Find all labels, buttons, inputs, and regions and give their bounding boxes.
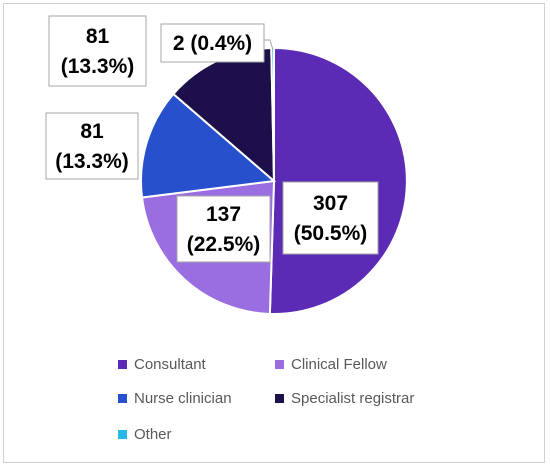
legend-swatch: [118, 430, 127, 439]
data-label-percent: (13.3%): [55, 150, 129, 173]
legend-label: Other: [134, 426, 172, 443]
data-label-value: 81: [86, 25, 110, 48]
pie-slice-nurse-clinician: [140, 92, 277, 199]
legend-swatch: [275, 360, 284, 369]
legend-swatch: [118, 394, 127, 403]
pie-slice-consultant: [268, 46, 408, 315]
data-label-nurse-clinician: 81 (13.3%): [45, 112, 139, 180]
data-label-percent: (13.3%): [61, 55, 135, 78]
legend-label: Clinical Fellow: [291, 356, 387, 373]
data-label-box: [48, 15, 147, 87]
legend-item-specialist-registrar: Specialist registrar: [275, 390, 414, 407]
data-label-value: 307: [313, 192, 348, 215]
legend-swatch: [118, 360, 127, 369]
legend-swatch: [275, 394, 284, 403]
data-label-box: [160, 23, 265, 63]
legend-item-consultant: Consultant: [118, 356, 206, 373]
data-label-other: 2 (0.4%): [160, 23, 265, 63]
data-label-value: 137: [206, 203, 241, 226]
data-label-box: [176, 195, 271, 263]
legend-label: Nurse clinician: [134, 390, 232, 407]
legend-item-other: Other: [118, 426, 172, 443]
legend-label: Specialist registrar: [291, 390, 415, 407]
legend-item-clinical-fellow: Clinical Fellow: [275, 356, 387, 373]
leader-line-other: [262, 39, 274, 51]
legend-label: Consultant: [134, 356, 206, 373]
data-label-specialist-registrar: 81 (13.3%): [48, 15, 147, 87]
data-label-clinical-fellow: 137 (22.5%): [176, 195, 271, 263]
data-label-box: [45, 112, 139, 180]
data-label-value: 81: [80, 120, 104, 143]
data-label-percent: (50.5%): [294, 222, 368, 245]
data-label-value: 2 (0.4%): [173, 32, 252, 55]
data-label-percent: (22.5%): [187, 233, 261, 256]
legend-item-nurse-clinician: Nurse clinician: [118, 390, 232, 407]
data-label-consultant: 307 (50.5%): [282, 181, 379, 255]
data-label-box: [282, 181, 379, 255]
